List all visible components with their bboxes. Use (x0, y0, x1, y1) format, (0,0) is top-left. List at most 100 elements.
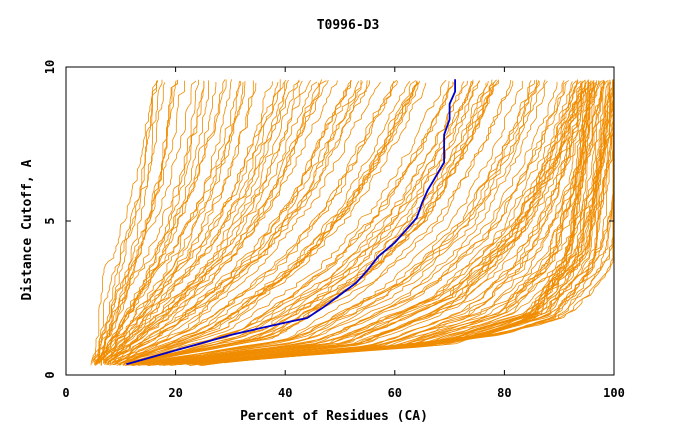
background-series-line (125, 80, 472, 366)
x-tick-label: 0 (62, 386, 69, 400)
background-series-line (172, 80, 601, 363)
y-axis: 0 5 10 (43, 60, 614, 379)
background-series-line (218, 82, 614, 364)
background-series-line (94, 81, 205, 366)
background-series-line (103, 81, 246, 363)
background-series-line (126, 81, 454, 364)
background-series-line (142, 82, 567, 365)
background-series-line (96, 82, 244, 364)
background-series-line (123, 82, 455, 364)
background-series-line (147, 81, 583, 367)
highlight-series-line (126, 79, 456, 366)
background-series-line (158, 79, 586, 365)
background-series-line (108, 79, 311, 365)
background-series-line (110, 80, 327, 362)
background-series-line (204, 82, 610, 364)
x-tick-label: 20 (168, 386, 182, 400)
background-series-line (90, 80, 157, 366)
background-series-line (232, 80, 614, 362)
x-tick-label: 40 (278, 386, 292, 400)
background-series-line (198, 80, 593, 366)
background-series-line (105, 81, 318, 364)
background-series-line (117, 80, 353, 362)
y-tick-label: 5 (43, 217, 57, 224)
background-series-line (166, 80, 577, 363)
background-series-line (169, 82, 590, 364)
chart-title: T0996-D3 (317, 18, 380, 33)
background-series-line (118, 80, 417, 366)
x-tick-label: 100 (603, 386, 625, 400)
background-series-line (104, 81, 273, 363)
background-series-line (211, 82, 594, 364)
background-series-line (200, 80, 594, 366)
background-series-line (95, 80, 197, 363)
background-series-line (152, 80, 605, 366)
background-series-line (94, 79, 226, 365)
background-series-line (122, 80, 450, 366)
background-series-line (93, 80, 205, 363)
background-series-line (92, 80, 158, 362)
background-series-line (171, 81, 573, 363)
background-series-line (179, 82, 589, 365)
background-series-line (137, 80, 582, 366)
background-series-line (196, 79, 595, 365)
background-series-line (149, 81, 558, 364)
background-series-line (132, 80, 523, 366)
background-series-line (162, 79, 589, 366)
background-series-line (135, 80, 535, 366)
background-series-line (105, 79, 281, 364)
background-series-line (135, 81, 465, 363)
background-series-line (94, 80, 185, 366)
background-series-line (98, 79, 232, 364)
x-axis: 0 20 40 60 80 100 (62, 67, 625, 400)
background-series-line (222, 81, 614, 363)
x-tick-label: 80 (497, 386, 511, 400)
background-series-line (133, 81, 473, 363)
background-series-line (125, 80, 411, 363)
background-series-line (113, 79, 398, 366)
background-series-line (128, 82, 487, 365)
background-series-line (104, 79, 287, 365)
background-series-line (186, 79, 611, 365)
background-series-line (103, 80, 254, 362)
x-tick-label: 60 (388, 386, 402, 400)
background-series-line (207, 81, 593, 363)
background-series-line (104, 81, 300, 363)
background-series-line (113, 80, 370, 366)
background-series-line (181, 80, 579, 362)
background-series-line (101, 80, 240, 366)
background-series-line (158, 80, 548, 363)
background-series-line (104, 79, 289, 365)
background-series-line (167, 82, 586, 365)
background-series-line (165, 80, 592, 362)
background-series-line (115, 81, 381, 364)
y-axis-label: Distance Cutoff, A (20, 159, 35, 300)
background-series-line (116, 80, 395, 366)
background-series-line (132, 81, 540, 367)
background-series-line (126, 79, 497, 365)
background-series-line (135, 80, 481, 363)
background-series-line (122, 79, 447, 366)
background-series-line (137, 80, 480, 362)
background-series-line (92, 82, 166, 364)
background-series-line (107, 82, 319, 364)
background-series-line (109, 80, 360, 366)
background-series-line (192, 79, 614, 365)
highlight-series-group (126, 79, 456, 366)
background-series-line (135, 80, 468, 363)
background-series-line (97, 80, 177, 362)
y-tick-label: 10 (43, 60, 57, 74)
background-series-line (105, 79, 300, 365)
background-series-line (134, 79, 537, 365)
background-series-line (111, 81, 363, 363)
x-axis-label: Percent of Residues (CA) (240, 409, 428, 424)
background-series-line (130, 80, 512, 366)
background-series-group (90, 79, 614, 367)
background-series-line (112, 80, 368, 366)
background-series-line (126, 80, 421, 363)
background-series-line (93, 79, 227, 365)
background-series-line (106, 80, 338, 366)
background-series-line (146, 80, 583, 366)
background-series-line (120, 82, 419, 364)
